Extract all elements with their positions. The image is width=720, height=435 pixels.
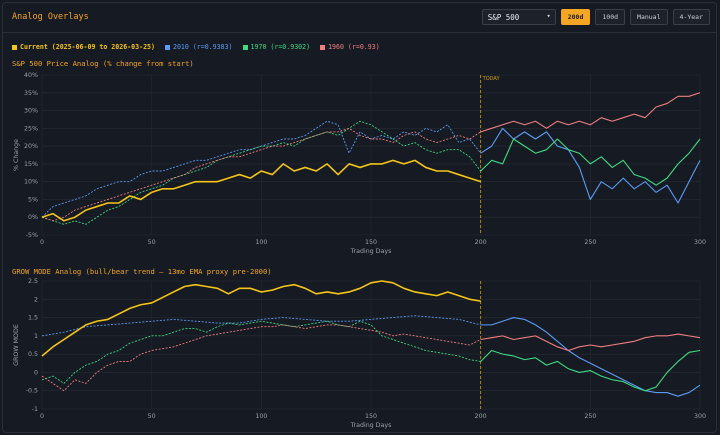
price-series-current bbox=[41, 159, 481, 222]
range-manual-button[interactable]: Manual bbox=[630, 9, 668, 25]
price-xtick-label: 50 bbox=[148, 239, 156, 246]
price-ytick-label: 5% bbox=[28, 196, 38, 203]
grow-series-1960-history bbox=[41, 324, 481, 392]
grow-xtick-label: 200 bbox=[475, 413, 487, 420]
price-y-axis-title: % Change bbox=[13, 139, 20, 171]
legend-label: Current (2025-06-09 to 2026-03-25) bbox=[20, 43, 155, 51]
price-ytick-label: 0% bbox=[28, 214, 38, 221]
index-select-value: S&P 500 bbox=[487, 13, 520, 22]
chevron-down-icon: ▾ bbox=[546, 12, 551, 20]
grow-x-axis-title: Trading Days bbox=[350, 422, 392, 429]
price-ytick-label: 35% bbox=[24, 90, 38, 97]
price-series-1970-projection bbox=[480, 138, 701, 186]
legend-swatch bbox=[164, 44, 170, 50]
legend-item-current[interactable]: Current (2025-06-09 to 2026-03-25) bbox=[12, 43, 155, 51]
price-series-1960-history bbox=[41, 127, 481, 222]
price-ytick-label: -5% bbox=[26, 232, 38, 239]
grow-series-current bbox=[41, 280, 481, 357]
price-xtick-label: 300 bbox=[694, 239, 706, 246]
grow-xtick-label: 100 bbox=[255, 413, 267, 420]
grow-xtick-label: 250 bbox=[584, 413, 596, 420]
header-controls: S&P 500 ▾ 200d 100d Manual 4-Year bbox=[481, 9, 710, 25]
price-today-label: TODAY bbox=[482, 76, 501, 82]
panel-header: Analog Overlays S&P 500 ▾ 200d 100d Manu… bbox=[3, 3, 716, 33]
range-4-year-button[interactable]: 4-Year bbox=[672, 9, 710, 25]
grow-series-1960-projection bbox=[480, 333, 701, 352]
grow-ytick-label: 0 bbox=[34, 369, 38, 376]
price-xtick-label: 200 bbox=[475, 239, 487, 246]
grow-ytick-label: 2.5 bbox=[28, 278, 38, 285]
price-chart-title: S&P 500 Price Analog (% change from star… bbox=[12, 59, 194, 68]
price-analog-chart: -5% 0% 5% 10% 15% 20% 25% 30% 35% 40% 0 50 100 150 200… bbox=[13, 72, 706, 255]
legend-label: 2010 (r=0.9383) bbox=[172, 43, 233, 51]
grow-mode-chart-title: GROW MODE Analog (bull/bear trend — 13mo… bbox=[12, 267, 272, 276]
legend-swatch bbox=[320, 44, 326, 50]
legend-item-2010[interactable]: 2010 (r=0.9383) bbox=[164, 43, 233, 51]
price-series-1960-projection bbox=[480, 92, 701, 133]
price-ytick-label: 10% bbox=[24, 179, 38, 186]
grow-series-2010-history bbox=[41, 315, 481, 337]
legend-swatch bbox=[12, 44, 17, 50]
grow-xtick-label: 0 bbox=[40, 413, 44, 420]
index-select[interactable]: S&P 500 ▾ bbox=[481, 9, 556, 25]
price-series-2010-projection bbox=[480, 127, 701, 204]
price-xtick-label: 100 bbox=[255, 239, 267, 246]
grow-ytick-label: 0.5 bbox=[28, 351, 38, 358]
grow-mode-chart: -1 -0.5 0 0.5 1 1.5 2 2.5 0 50 100 150 200 250 300 Trad… bbox=[13, 278, 706, 429]
price-series-1970-history bbox=[41, 120, 482, 225]
price-ytick-label: 15% bbox=[24, 161, 38, 168]
price-xtick-label: 250 bbox=[584, 239, 596, 246]
grow-xtick-label: 50 bbox=[148, 413, 156, 420]
price-xtick-label: 0 bbox=[40, 239, 44, 246]
price-x-axis-title: Trading Days bbox=[350, 248, 392, 255]
price-ytick-label: 40% bbox=[24, 72, 38, 79]
grow-ytick-label: 1 bbox=[34, 333, 38, 340]
grow-ytick-label: 2 bbox=[34, 296, 38, 303]
legend-item-1970[interactable]: 1970 (r=0.9302) bbox=[242, 43, 311, 51]
grow-series-1970-projection bbox=[480, 349, 701, 392]
price-ytick-label: 25% bbox=[24, 125, 38, 132]
legend-swatch bbox=[242, 44, 248, 50]
grow-xtick-label: 300 bbox=[694, 413, 706, 420]
range-100d-button[interactable]: 100d bbox=[595, 9, 626, 25]
chart-legend: Current (2025-06-09 to 2026-03-25) 2010 … bbox=[12, 43, 380, 51]
grow-xtick-label: 150 bbox=[365, 413, 377, 420]
price-ytick-label: 20% bbox=[24, 143, 38, 150]
price-xtick-label: 150 bbox=[365, 239, 377, 246]
legend-label: 1960 (r=0.93) bbox=[328, 43, 380, 51]
legend-label: 1970 (r=0.9302) bbox=[250, 43, 311, 51]
grow-ytick-label: -1 bbox=[32, 406, 38, 413]
panel-title: Analog Overlays bbox=[12, 12, 89, 22]
grow-series-2010-projection bbox=[480, 317, 701, 397]
legend-item-1960[interactable]: 1960 (r=0.93) bbox=[320, 43, 380, 51]
grow-y-axis-title: GROW MODE bbox=[13, 324, 20, 366]
grow-series-1970-history bbox=[41, 320, 481, 384]
grow-ytick-label: 1.5 bbox=[28, 315, 38, 322]
price-ytick-label: 30% bbox=[24, 108, 38, 115]
range-200d-button[interactable]: 200d bbox=[560, 9, 591, 25]
grow-ytick-label: -0.5 bbox=[26, 388, 38, 395]
